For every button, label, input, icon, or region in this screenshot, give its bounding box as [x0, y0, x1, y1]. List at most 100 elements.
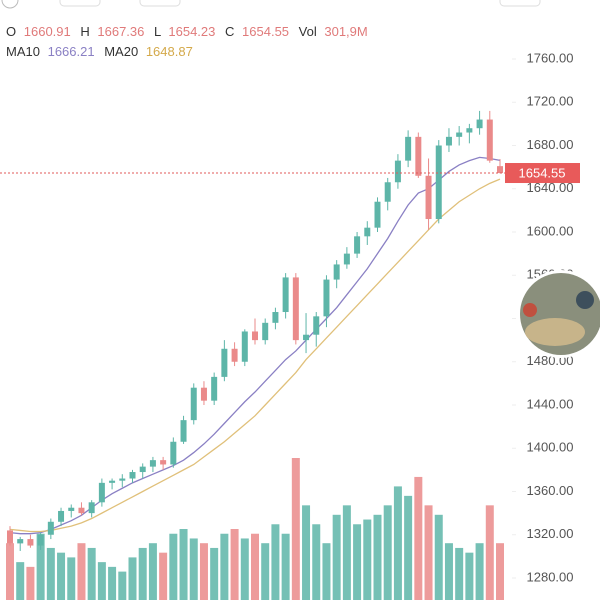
avatar-bubble[interactable]	[517, 270, 600, 358]
candle-body	[190, 387, 197, 421]
avatar-detail	[525, 318, 585, 346]
volume-bar	[128, 557, 137, 600]
y-tick-label: 1400.00	[527, 440, 574, 455]
candle-body	[160, 460, 167, 465]
candle-body	[435, 145, 442, 220]
last-price-label: 1654.55	[519, 165, 566, 180]
volume-bar	[230, 529, 239, 600]
volume-bar	[97, 562, 106, 600]
toolbar-button[interactable]	[59, 0, 101, 7]
volume-bar	[77, 543, 86, 600]
volume-bar	[342, 505, 351, 600]
candle-body	[303, 334, 310, 341]
value: 301,9M	[324, 24, 367, 39]
volume-bar	[138, 547, 147, 600]
candle-body	[149, 460, 156, 467]
volume-bar	[199, 543, 208, 600]
candle-body	[343, 253, 350, 265]
top-toolbar	[1, 0, 541, 9]
candle-body	[282, 277, 289, 313]
avatar-detail	[576, 291, 594, 309]
volume-bar	[87, 547, 96, 600]
volume-bar	[424, 505, 433, 600]
label: C	[225, 24, 234, 39]
candle-body	[425, 175, 432, 220]
candle-body	[37, 534, 44, 546]
value: 1654.23	[168, 24, 215, 39]
volume-bar	[6, 543, 14, 600]
volume-bar	[46, 547, 55, 600]
plot: 1280.001320.001360.001400.001440.001480.…	[0, 50, 580, 600]
candle-body	[170, 441, 177, 465]
candle-body	[241, 331, 248, 362]
toolbar-button[interactable]	[499, 0, 541, 7]
value: 1654.55	[242, 24, 289, 39]
candle-body	[88, 502, 95, 514]
candle-body	[415, 136, 422, 176]
volume-bar	[434, 514, 443, 600]
value: 1667.36	[97, 24, 144, 39]
toolbar-button[interactable]	[139, 0, 181, 7]
y-tick-label: 1360.00	[527, 483, 574, 498]
candle-body	[394, 160, 401, 183]
candle-body	[497, 166, 503, 174]
last-price-box	[505, 163, 580, 184]
volume-bar	[179, 529, 188, 600]
volume-bar	[220, 533, 229, 600]
candle-body	[364, 227, 371, 237]
volume-bar	[108, 566, 117, 600]
candle-body	[486, 119, 493, 161]
volume-bar	[393, 486, 402, 600]
value: 1666.21	[48, 44, 95, 59]
candle-body	[252, 331, 258, 341]
volume-bar	[261, 543, 270, 600]
y-tick-label: 1720.00	[527, 94, 574, 109]
toolbar-icon[interactable]	[1, 0, 19, 9]
label: Vol	[299, 24, 317, 39]
y-tick-label: 1280.00	[527, 569, 574, 584]
candle-body	[384, 182, 391, 202]
volume-bar	[404, 495, 413, 600]
volume-bar	[444, 543, 453, 600]
candle-body	[292, 277, 299, 341]
volume-bar	[16, 562, 25, 600]
candle-body	[180, 420, 187, 442]
volume-bar	[36, 533, 45, 600]
candle-body	[109, 480, 116, 483]
candle-body	[262, 322, 269, 341]
candle-body	[27, 539, 34, 546]
candle-body	[313, 316, 320, 335]
candle-body	[272, 312, 279, 323]
volume-bar	[169, 533, 178, 600]
label: H	[80, 24, 89, 39]
volume-bar	[271, 524, 280, 600]
candle-body	[445, 136, 452, 146]
volume-bar	[240, 538, 249, 600]
y-tick-label: 1440.00	[527, 396, 574, 411]
volume-bar	[159, 552, 168, 600]
candle-body	[17, 539, 24, 544]
candle-body	[98, 482, 105, 503]
candle-body	[119, 478, 126, 481]
volume-bar	[189, 538, 198, 600]
candle-body	[47, 521, 54, 535]
candle-body	[211, 376, 218, 401]
volume-bar	[67, 557, 76, 600]
value: 1648.87	[146, 44, 193, 59]
volume-bar	[363, 519, 372, 600]
candle-body	[323, 279, 330, 317]
y-tick-label: 1600.00	[527, 223, 574, 238]
candle-body	[7, 530, 13, 544]
label: MA10	[6, 44, 40, 59]
volume-bar	[373, 514, 382, 600]
volume-bar	[302, 505, 311, 600]
volume-bar	[353, 524, 362, 600]
candle-body	[405, 136, 412, 161]
candle-body	[58, 510, 65, 522]
candle-body	[68, 507, 75, 511]
label: O	[6, 24, 16, 39]
candle-body	[200, 387, 207, 401]
volume-bar	[57, 552, 66, 600]
volume-bar	[291, 458, 300, 600]
y-tick-label: 1640.00	[527, 180, 574, 195]
